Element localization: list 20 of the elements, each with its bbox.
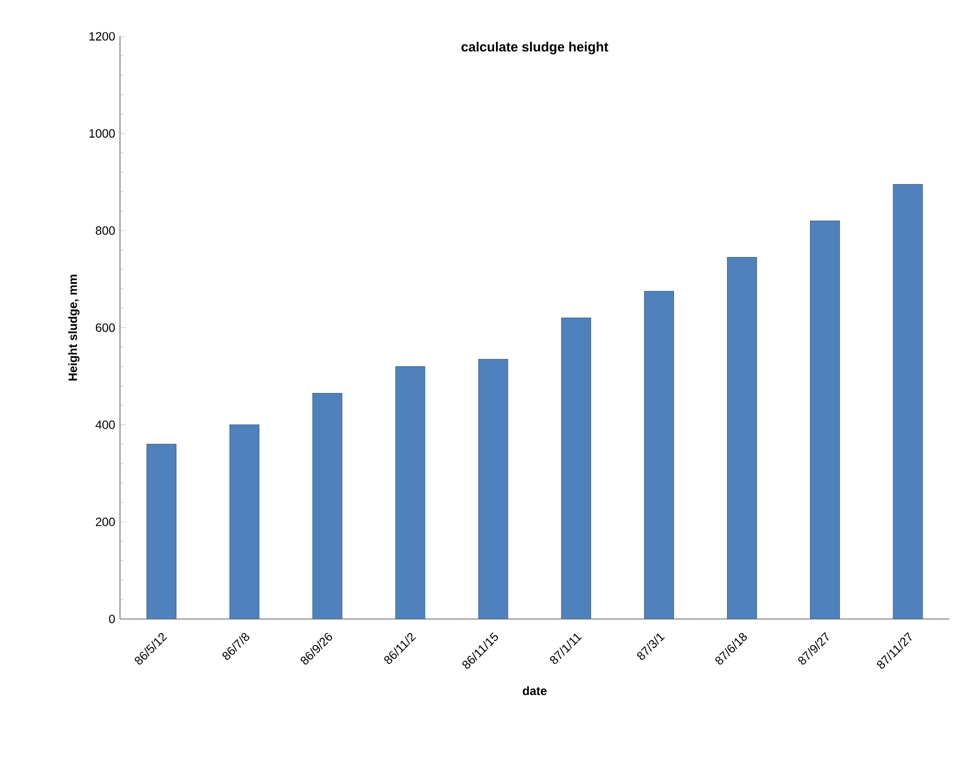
x-axis-title: date xyxy=(522,686,547,696)
y-tick-label: 1000 xyxy=(90,129,115,138)
y-tick-label: 800 xyxy=(96,226,115,235)
bar xyxy=(810,220,840,619)
y-tick-label: 200 xyxy=(96,518,115,526)
bar xyxy=(395,366,426,619)
bar xyxy=(727,256,757,619)
bar xyxy=(229,424,260,619)
chart-title: calculate sludge height xyxy=(461,42,608,54)
y-tick-label: 400 xyxy=(96,420,115,430)
bar xyxy=(644,290,674,619)
y-tick-label: 0 xyxy=(109,614,115,624)
y-tick-label: 600 xyxy=(96,323,115,332)
y-tick-label: 1200 xyxy=(90,32,115,41)
bar xyxy=(478,358,508,619)
bar xyxy=(312,392,342,619)
y-axis-title: Height sludge, mm xyxy=(68,274,80,381)
bar xyxy=(892,184,923,619)
bar xyxy=(146,444,176,619)
bar xyxy=(561,318,592,619)
